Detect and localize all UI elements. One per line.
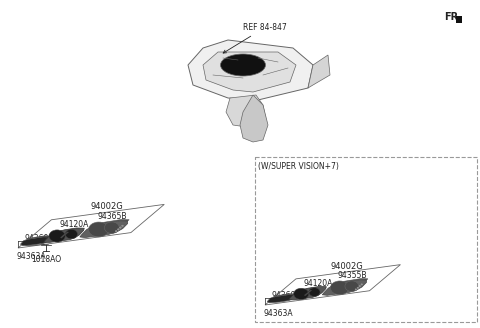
Polygon shape (60, 232, 69, 238)
Ellipse shape (220, 54, 265, 76)
Polygon shape (308, 55, 330, 88)
Polygon shape (188, 40, 313, 100)
Ellipse shape (359, 285, 360, 287)
Polygon shape (334, 278, 368, 285)
Polygon shape (80, 221, 128, 237)
Ellipse shape (120, 227, 121, 228)
Polygon shape (322, 280, 367, 295)
Text: 94120A: 94120A (60, 220, 89, 229)
Polygon shape (44, 228, 84, 242)
Ellipse shape (89, 222, 109, 237)
Text: 94120A: 94120A (304, 279, 333, 288)
Text: 94355B: 94355B (337, 271, 367, 280)
Text: 94365B: 94365B (97, 212, 127, 221)
Text: 94360D: 94360D (25, 234, 55, 242)
Polygon shape (240, 95, 268, 142)
Ellipse shape (65, 229, 77, 239)
Ellipse shape (309, 288, 320, 297)
Text: 94002G: 94002G (90, 202, 123, 211)
Polygon shape (226, 95, 266, 128)
Text: 94002G: 94002G (331, 262, 363, 271)
Ellipse shape (118, 229, 119, 230)
Ellipse shape (122, 225, 123, 226)
Ellipse shape (357, 287, 359, 288)
Ellipse shape (294, 288, 309, 299)
Ellipse shape (355, 289, 357, 290)
Bar (255, 157, 477, 322)
Ellipse shape (104, 222, 119, 234)
Text: REF 84-847: REF 84-847 (223, 23, 287, 53)
Text: FR.: FR. (444, 12, 462, 22)
Text: (W/SUPER VISION+7): (W/SUPER VISION+7) (258, 162, 339, 171)
Polygon shape (288, 286, 326, 300)
Polygon shape (304, 290, 312, 296)
Polygon shape (267, 295, 295, 303)
Polygon shape (274, 294, 297, 297)
Text: 1018AO: 1018AO (31, 255, 61, 264)
Polygon shape (21, 237, 51, 246)
Ellipse shape (115, 231, 117, 232)
Polygon shape (456, 16, 462, 23)
Polygon shape (93, 219, 129, 226)
Text: 94363A: 94363A (264, 309, 293, 318)
Ellipse shape (330, 281, 349, 295)
Polygon shape (27, 236, 52, 239)
Text: 94360D: 94360D (271, 291, 301, 300)
Text: 94363A: 94363A (16, 252, 46, 261)
Ellipse shape (49, 230, 65, 242)
Ellipse shape (345, 281, 359, 292)
Polygon shape (203, 52, 296, 92)
Ellipse shape (361, 284, 362, 285)
